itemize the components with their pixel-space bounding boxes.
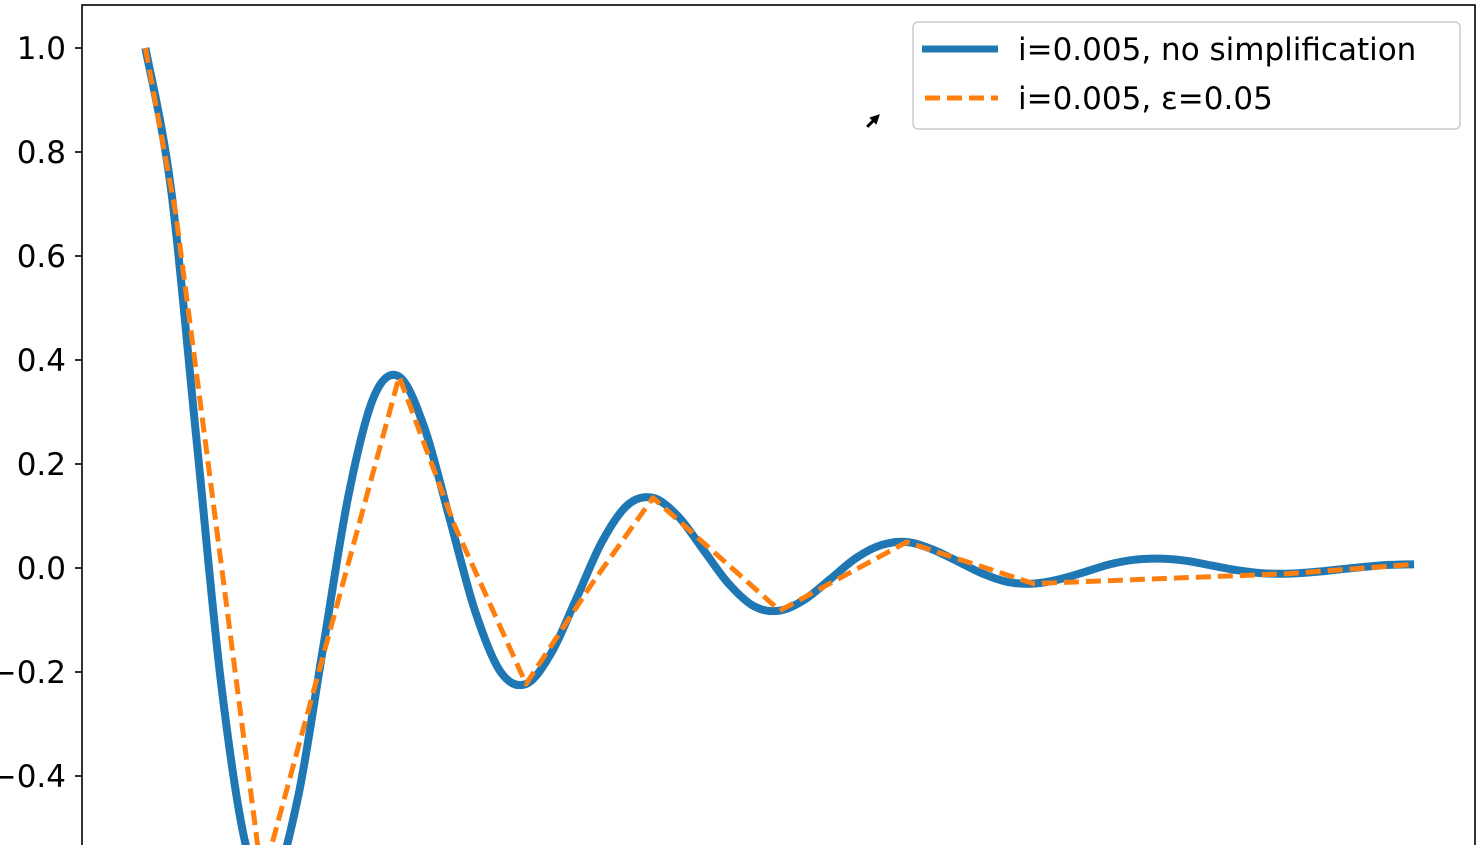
plot-lines <box>141 47 1415 849</box>
series-line-1 <box>142 47 1415 849</box>
legend-label-0: i=0.005, no simplification <box>1018 32 1416 68</box>
y-tick-label: 1.0 <box>17 31 66 67</box>
y-tick-label: 0.4 <box>17 343 66 379</box>
y-tick-label: 0.6 <box>17 239 66 275</box>
y-tick-label: 0.8 <box>17 135 66 171</box>
y-axis-ticks: −0.4 −0.2 0.0 0.2 0.4 0.6 0.8 1.0 <box>0 31 82 795</box>
y-tick-label: −0.2 <box>0 655 66 691</box>
series-line-0 <box>141 47 1415 849</box>
legend: i=0.005, no simplification i=0.005, ε=0.… <box>912 21 1461 130</box>
y-tick-label: 0.0 <box>17 551 66 587</box>
axes-frame <box>81 4 1476 849</box>
mouse-cursor-icon <box>866 114 880 128</box>
y-tick-label: 0.2 <box>17 447 66 483</box>
legend-box <box>912 21 1461 130</box>
y-tick-label: −0.4 <box>0 759 66 795</box>
legend-label-1: i=0.005, ε=0.05 <box>1018 81 1273 117</box>
